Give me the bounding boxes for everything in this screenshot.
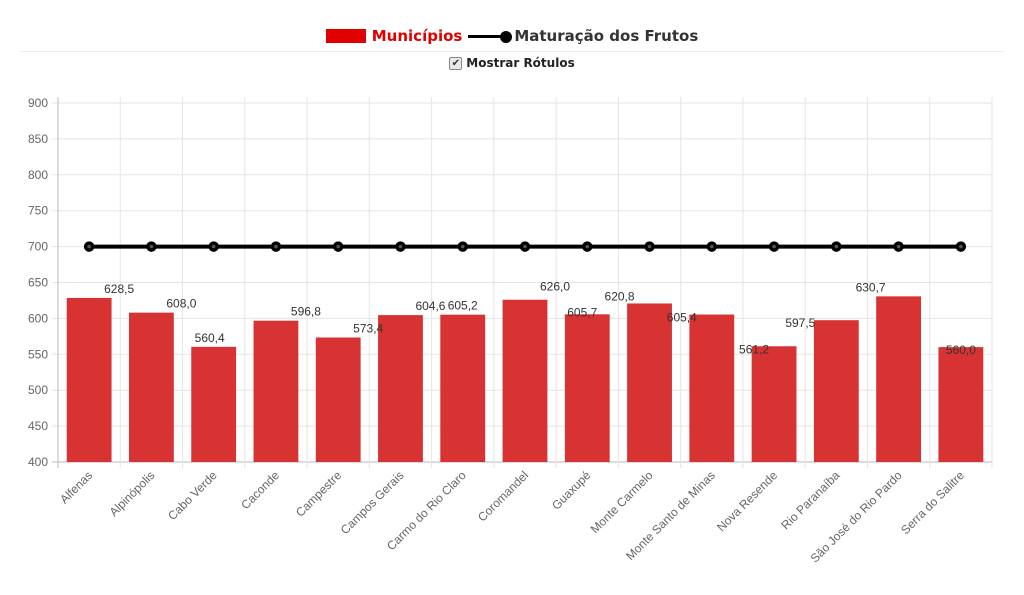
- bar: [315, 337, 361, 462]
- bar: [128, 312, 174, 462]
- line-point-inner: [710, 244, 714, 249]
- line-point-inner: [87, 244, 91, 249]
- bar-data-label: 561,2: [739, 342, 769, 356]
- line-point-inner: [460, 244, 465, 249]
- bar: [253, 320, 299, 462]
- x-tick-label: Alpinópolis: [107, 468, 158, 519]
- bar-data-label: 605,4: [667, 311, 697, 325]
- x-tick-label: Cabo Verde: [165, 468, 220, 523]
- bar-data-label: 604,6: [415, 299, 445, 313]
- bar-data-label: 605,2: [448, 299, 478, 313]
- bar: [378, 315, 423, 462]
- y-tick-label: 700: [28, 240, 48, 254]
- bar: [191, 346, 237, 462]
- line-point-inner: [336, 244, 341, 249]
- bar: [689, 314, 735, 462]
- x-tick-label: Rio Paranaíba: [778, 468, 842, 532]
- bar-data-label: 608,0: [166, 297, 196, 311]
- bar-data-label: 605,7: [567, 305, 597, 319]
- y-tick-label: 400: [28, 455, 48, 469]
- line-point-inner: [896, 244, 901, 249]
- x-tick-label: Nova Resende: [714, 468, 780, 534]
- x-tick-label: Monte Carmelo: [588, 468, 656, 536]
- x-tick-label: Campos Gerais: [338, 468, 407, 537]
- x-tick-label: Serra do Salitre: [898, 468, 967, 537]
- x-tick-label: Caconde: [238, 468, 282, 512]
- y-tick-label: 550: [28, 347, 48, 361]
- x-tick-label: Alfenas: [57, 468, 95, 506]
- bar-data-label: 626,0: [540, 280, 570, 294]
- y-tick-label: 750: [28, 204, 48, 218]
- bar-data-label: 597,5: [785, 316, 815, 330]
- legend-swatch-line: [468, 29, 513, 43]
- bar-data-label: 596,8: [291, 305, 321, 319]
- y-tick-label: 900: [28, 96, 48, 110]
- bar: [440, 314, 486, 462]
- line-point-inner: [647, 244, 652, 249]
- line-point-inner: [211, 244, 216, 249]
- bar-data-label: 628,5: [104, 282, 134, 296]
- chart-legend: Municípios Maturação dos Frutos: [0, 24, 1024, 48]
- y-tick-label: 800: [28, 168, 48, 182]
- line-point-inner: [585, 244, 590, 249]
- bar-data-label: 573,4: [353, 321, 383, 335]
- line-point-inner: [959, 244, 963, 249]
- legend-item-maturacao[interactable]: Maturação dos Frutos: [468, 27, 698, 45]
- legend-swatch-bar: [325, 29, 366, 43]
- line-point-inner: [834, 244, 839, 249]
- line-point-inner: [274, 244, 278, 249]
- bar: [938, 347, 984, 462]
- bar: [751, 346, 797, 462]
- bar-data-label: 630,7: [856, 280, 886, 294]
- bar: [66, 297, 112, 462]
- y-tick-label: 650: [28, 276, 48, 290]
- show-labels-checkbox[interactable]: ✔: [449, 56, 463, 70]
- bar: [876, 296, 922, 462]
- x-tick-label: Guaxupé: [549, 468, 594, 513]
- y-tick-label: 500: [28, 383, 48, 397]
- bar-data-label: 560,0: [946, 343, 976, 357]
- bar-data-label: 620,8: [605, 289, 635, 303]
- x-tick-label: Coromandel: [475, 468, 531, 524]
- bar: [813, 320, 859, 462]
- bar: [627, 303, 672, 462]
- line-point-inner: [523, 244, 527, 249]
- line-point-inner: [149, 244, 154, 249]
- legend-label-maturacao: Maturação dos Frutos: [514, 27, 699, 45]
- bar-data-label: 560,4: [195, 331, 225, 345]
- bar: [502, 299, 548, 462]
- show-labels-toggle[interactable]: ✔ Mostrar Rótulos: [0, 56, 1024, 70]
- x-tick-label: Campestre: [293, 468, 345, 520]
- y-tick-label: 450: [28, 419, 48, 433]
- legend-divider: [20, 51, 1004, 52]
- show-labels-label: Mostrar Rótulos: [466, 56, 575, 70]
- y-tick-label: 850: [28, 132, 48, 146]
- bar: [564, 314, 610, 462]
- legend-label-municipios: Municípios: [371, 27, 463, 45]
- line-point-inner: [398, 244, 403, 249]
- line-point-inner: [772, 244, 776, 249]
- legend-item-municipios[interactable]: Municípios: [325, 27, 463, 45]
- y-tick-label: 600: [28, 311, 48, 325]
